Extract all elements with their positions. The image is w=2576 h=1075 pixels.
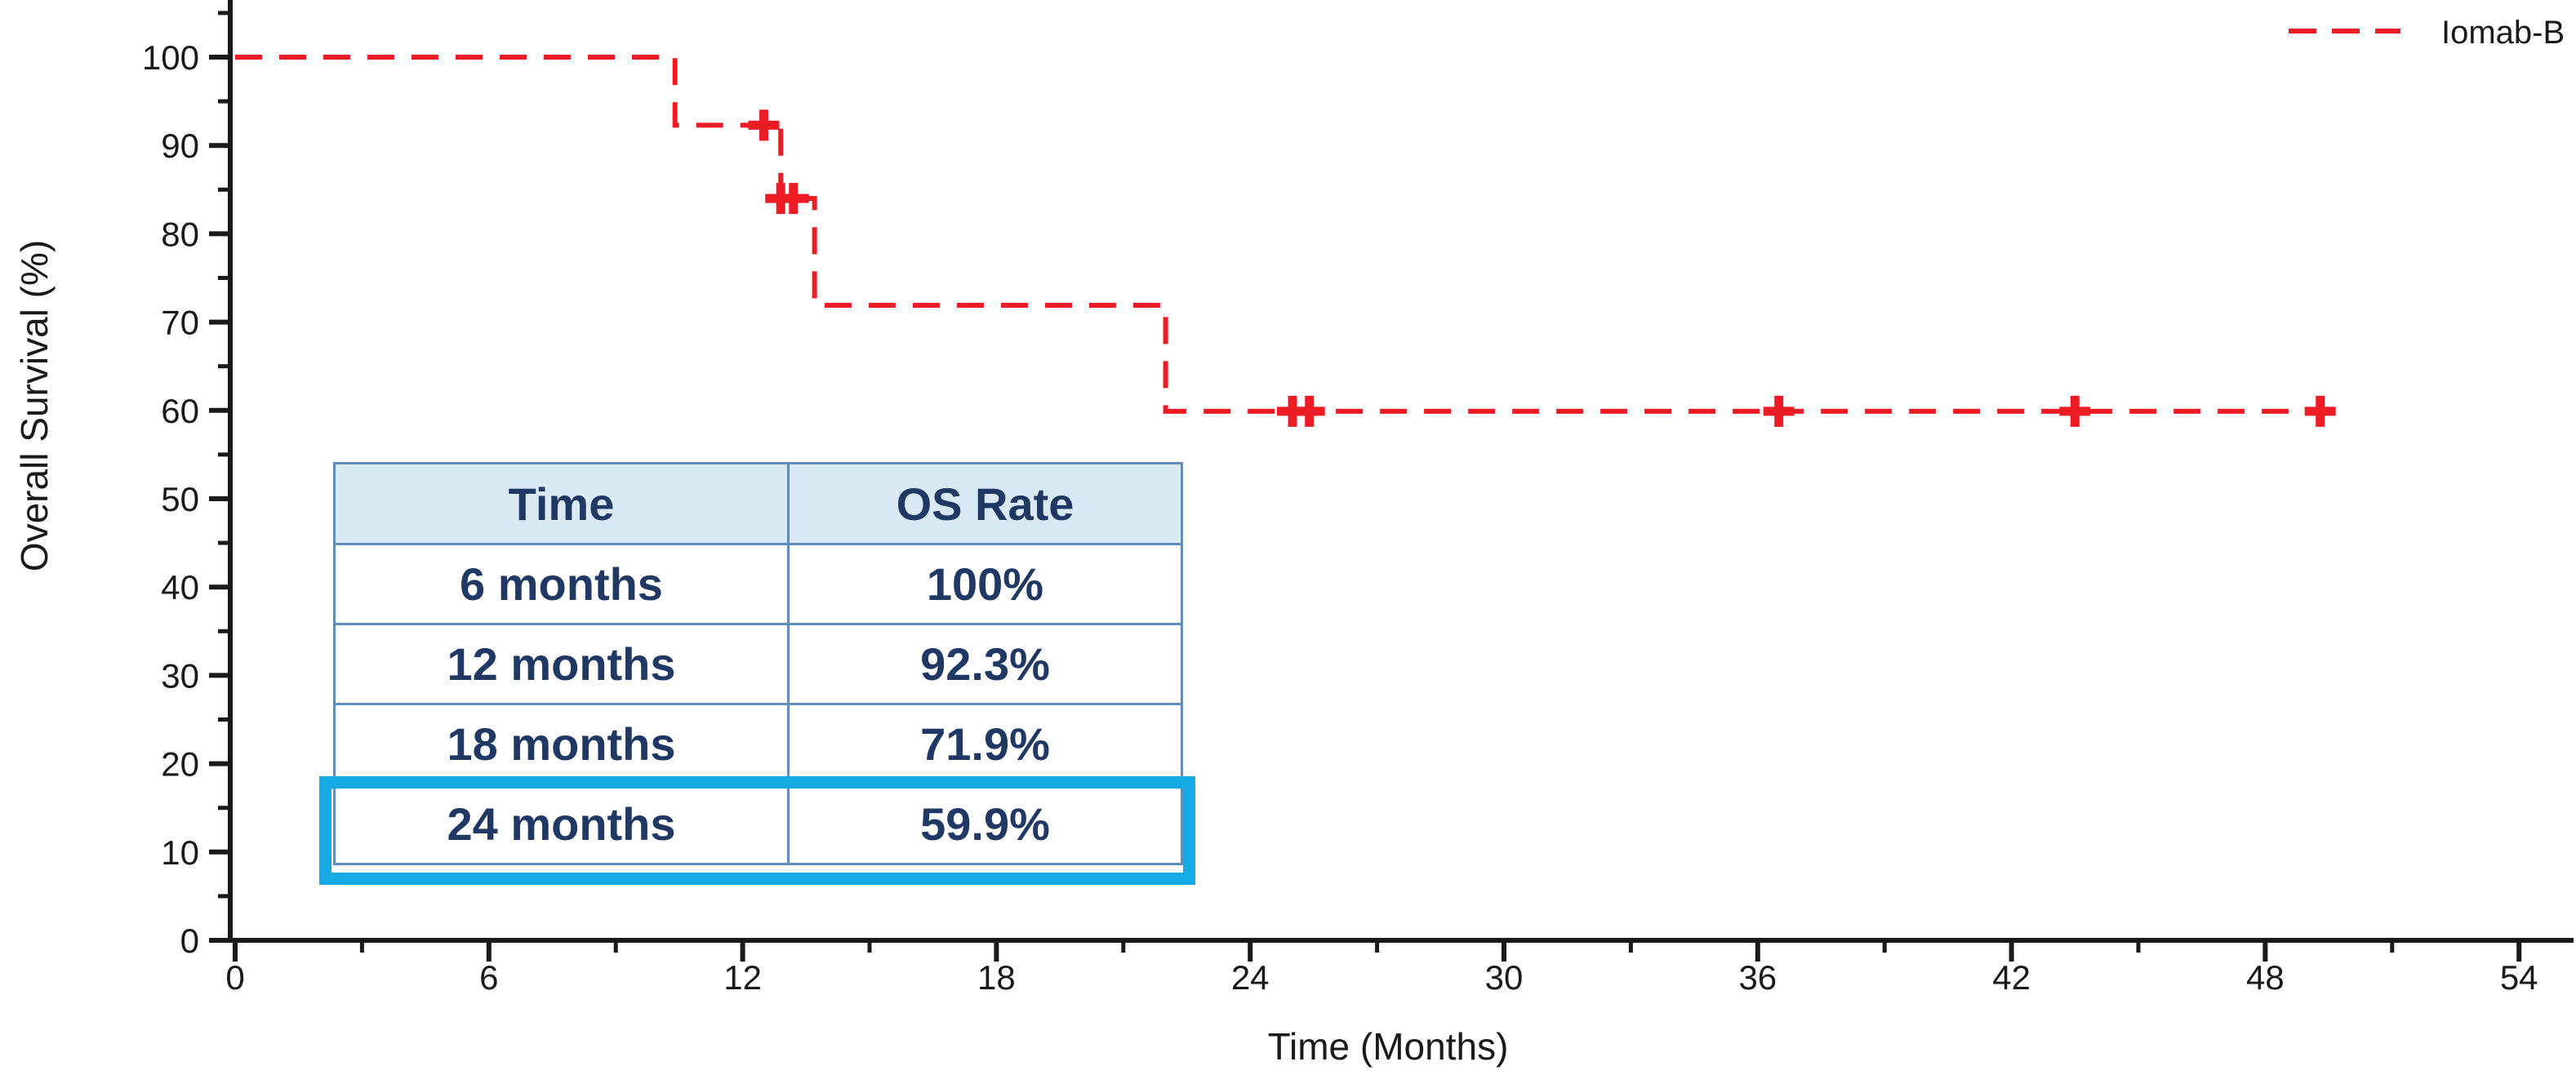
x-tick-label: 24	[1231, 958, 1270, 997]
table-body: 6 months 100% 12 months 92.3% 18 months 71.9%…	[333, 543, 1183, 865]
y-tick-label: 20	[161, 745, 199, 784]
x-tick-label: 54	[2500, 958, 2538, 997]
censor-mark	[2059, 395, 2091, 427]
censor-mark	[777, 183, 809, 215]
table-row: 12 months 92.3%	[333, 623, 1183, 705]
y-tick-label: 80	[161, 215, 199, 253]
x-axis-title: Time (Months)	[1268, 1025, 1509, 1068]
x-tick-label: 12	[723, 958, 762, 997]
km-curve-iomab-b	[235, 55, 2329, 414]
table-cell-os-rate: 100%	[787, 543, 1183, 625]
censor-mark	[748, 109, 780, 141]
y-tick-label: 60	[161, 392, 199, 430]
legend: Iomab-B	[2289, 15, 2565, 51]
table-cell-time: 6 months	[333, 543, 790, 625]
x-tick-label: 30	[1485, 958, 1524, 997]
x-tick-label: 48	[2246, 958, 2285, 997]
censor-mark	[1763, 395, 1795, 427]
table-cell-time: 18 months	[333, 703, 790, 785]
highlighted-row-border	[319, 776, 1195, 885]
y-tick-label: 50	[161, 480, 199, 518]
table-header-os-rate: OS Rate	[787, 462, 1183, 545]
x-tick-label: 36	[1738, 958, 1777, 997]
y-tick-label: 10	[161, 833, 199, 872]
y-tick-label: 0	[180, 922, 199, 960]
table-cell-time: 12 months	[333, 623, 790, 705]
table-header-time: Time	[333, 462, 790, 545]
table-cell-os-rate: 71.9%	[787, 703, 1183, 785]
legend-label: Iomab-B	[2441, 15, 2565, 51]
table-row: 18 months 71.9%	[333, 703, 1183, 785]
y-axis-title: Overall Survival (%)	[13, 240, 56, 571]
y-tick-label: 30	[161, 656, 199, 695]
y-tick-label: 70	[161, 304, 199, 342]
x-tick-label: 0	[225, 958, 244, 997]
table-header-row: Time OS Rate	[333, 462, 1183, 545]
x-tick-label: 42	[1992, 958, 2031, 997]
y-tick-label: 40	[161, 568, 199, 606]
x-tick-label: 6	[479, 958, 498, 997]
censor-mark	[1293, 395, 1325, 427]
y-tick-label: 90	[161, 127, 199, 165]
y-tick-label: 100	[142, 38, 199, 77]
chart-layer: 0 10 20 30 40 50 60 70 80 90 100 0 6 12 18 24 30 36 42 48 54	[142, 0, 2574, 997]
x-tick-label: 18	[977, 958, 1016, 997]
table-row: 6 months 100%	[333, 543, 1183, 625]
table-cell-os-rate: 92.3%	[787, 623, 1183, 705]
censor-mark	[2304, 395, 2336, 427]
os-rate-table: Time OS Rate 6 months 100% 12 months 92.3% 1…	[333, 462, 1183, 865]
